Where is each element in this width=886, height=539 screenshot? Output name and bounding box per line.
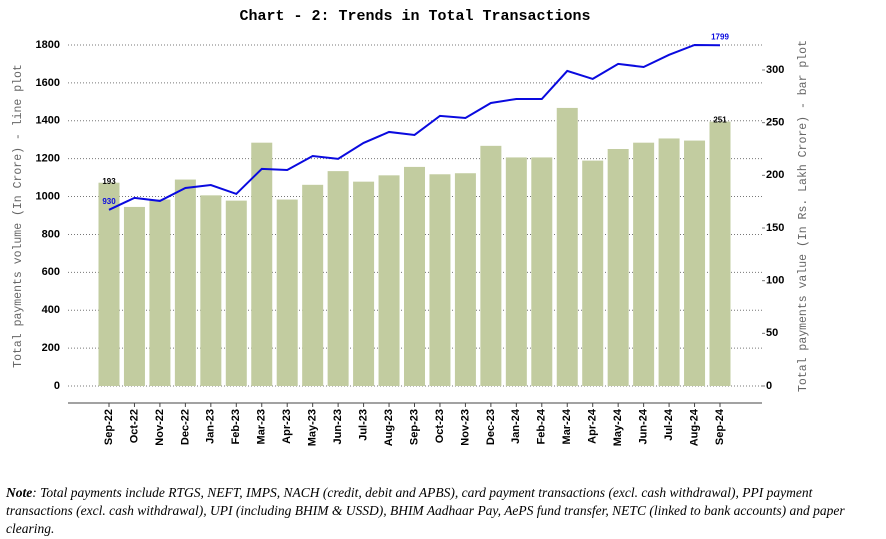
y-tick-label: 1800	[36, 39, 60, 51]
x-tick-label: Sep-24	[714, 408, 726, 445]
x-tick-label: Feb-23	[230, 409, 242, 444]
chart: Chart - 2: Trends in Total Transactions …	[12, 8, 810, 446]
bar	[505, 157, 527, 386]
x-tick-label: Feb-24	[536, 408, 548, 444]
bar	[684, 140, 706, 386]
bar	[200, 195, 222, 386]
bar	[582, 160, 604, 386]
note-label: Note	[6, 485, 33, 500]
x-tick-label: Oct-22	[128, 409, 140, 443]
x-tick-label: Sep-23	[408, 409, 420, 445]
bar	[302, 184, 324, 386]
x-tick-label: May-23	[307, 409, 319, 446]
x-tick-label: Nov-23	[459, 409, 471, 446]
bar	[276, 199, 298, 386]
x-tick-label: May-24	[612, 408, 624, 446]
x-tick-label: Aug-24	[688, 408, 700, 446]
x-tick-label: Mar-23	[256, 409, 268, 444]
x-tick-label: Dec-23	[485, 409, 497, 445]
bar	[556, 107, 578, 387]
y2-tick-label: 0	[766, 380, 772, 392]
y2-tick-label: 250	[766, 117, 784, 129]
y2-tick-label: 150	[766, 222, 784, 234]
bar	[404, 166, 425, 386]
x-tick-label: Apr-24	[587, 408, 599, 444]
line	[108, 43, 721, 211]
y2-axis-title: Total payments value (In Rs. Lakh Crore)…	[797, 40, 810, 392]
bar	[123, 206, 145, 386]
y-tick-label: 1200	[36, 153, 60, 165]
x-tick-label: Mar-24	[561, 408, 573, 444]
y-tick-label: 1400	[36, 115, 60, 127]
y2-tick-label: 200	[766, 169, 784, 181]
x-tick-label: Jul-23	[357, 409, 369, 441]
y-tick-label: 1600	[36, 77, 60, 89]
bar	[633, 142, 655, 386]
bar	[149, 199, 171, 386]
x-tick-label: Jun-24	[638, 408, 650, 444]
y2-tick-label: 300	[766, 64, 784, 76]
note-text: : Total payments include RTGS, NEFT, IMP…	[6, 485, 845, 536]
data-label: 1799	[711, 32, 729, 41]
bar	[225, 200, 247, 386]
bar	[531, 157, 553, 386]
y-tick-label: 0	[54, 380, 60, 392]
y-tick-label: 200	[42, 342, 60, 354]
bar	[378, 175, 400, 386]
y2-tick-label: 50	[766, 327, 778, 339]
y-axis-title: Total payments volume (In Crore) - line …	[12, 64, 25, 368]
y-tick-label: 600	[42, 266, 60, 278]
bar	[607, 149, 629, 386]
chart-title: Chart - 2: Trends in Total Transactions	[239, 8, 590, 25]
x-tick-label: Dec-22	[179, 409, 191, 445]
x-tick-label: Jul-24	[663, 408, 675, 441]
y2-tick-label: 100	[766, 275, 784, 287]
y-tick-label: 400	[42, 304, 60, 316]
data-label: 251	[713, 116, 727, 125]
x-tick-label: Oct-23	[434, 409, 446, 443]
x-tick-label: Jan-24	[510, 408, 522, 444]
bar	[174, 179, 196, 386]
bar	[353, 181, 375, 386]
bar	[327, 171, 349, 386]
bar	[429, 174, 451, 386]
x-tick-label: Aug-23	[383, 409, 395, 446]
note: Note: Total payments include RTGS, NEFT,…	[6, 484, 882, 538]
bar	[709, 121, 731, 386]
x-tick-label: Nov-22	[154, 409, 166, 446]
bar	[454, 173, 476, 386]
bar	[480, 145, 502, 386]
data-label: 193	[102, 177, 116, 186]
y-tick-label: 800	[42, 228, 60, 240]
data-label: 930	[102, 197, 116, 206]
x-tick-label: Apr-23	[281, 409, 293, 444]
x-tick-label: Jun-23	[332, 409, 344, 444]
bar	[251, 142, 273, 386]
x-tick-label: Sep-22	[103, 409, 115, 445]
bar	[658, 138, 680, 386]
y-tick-label: 1000	[36, 190, 60, 202]
bar	[98, 182, 120, 386]
x-tick-label: Jan-23	[205, 409, 217, 444]
